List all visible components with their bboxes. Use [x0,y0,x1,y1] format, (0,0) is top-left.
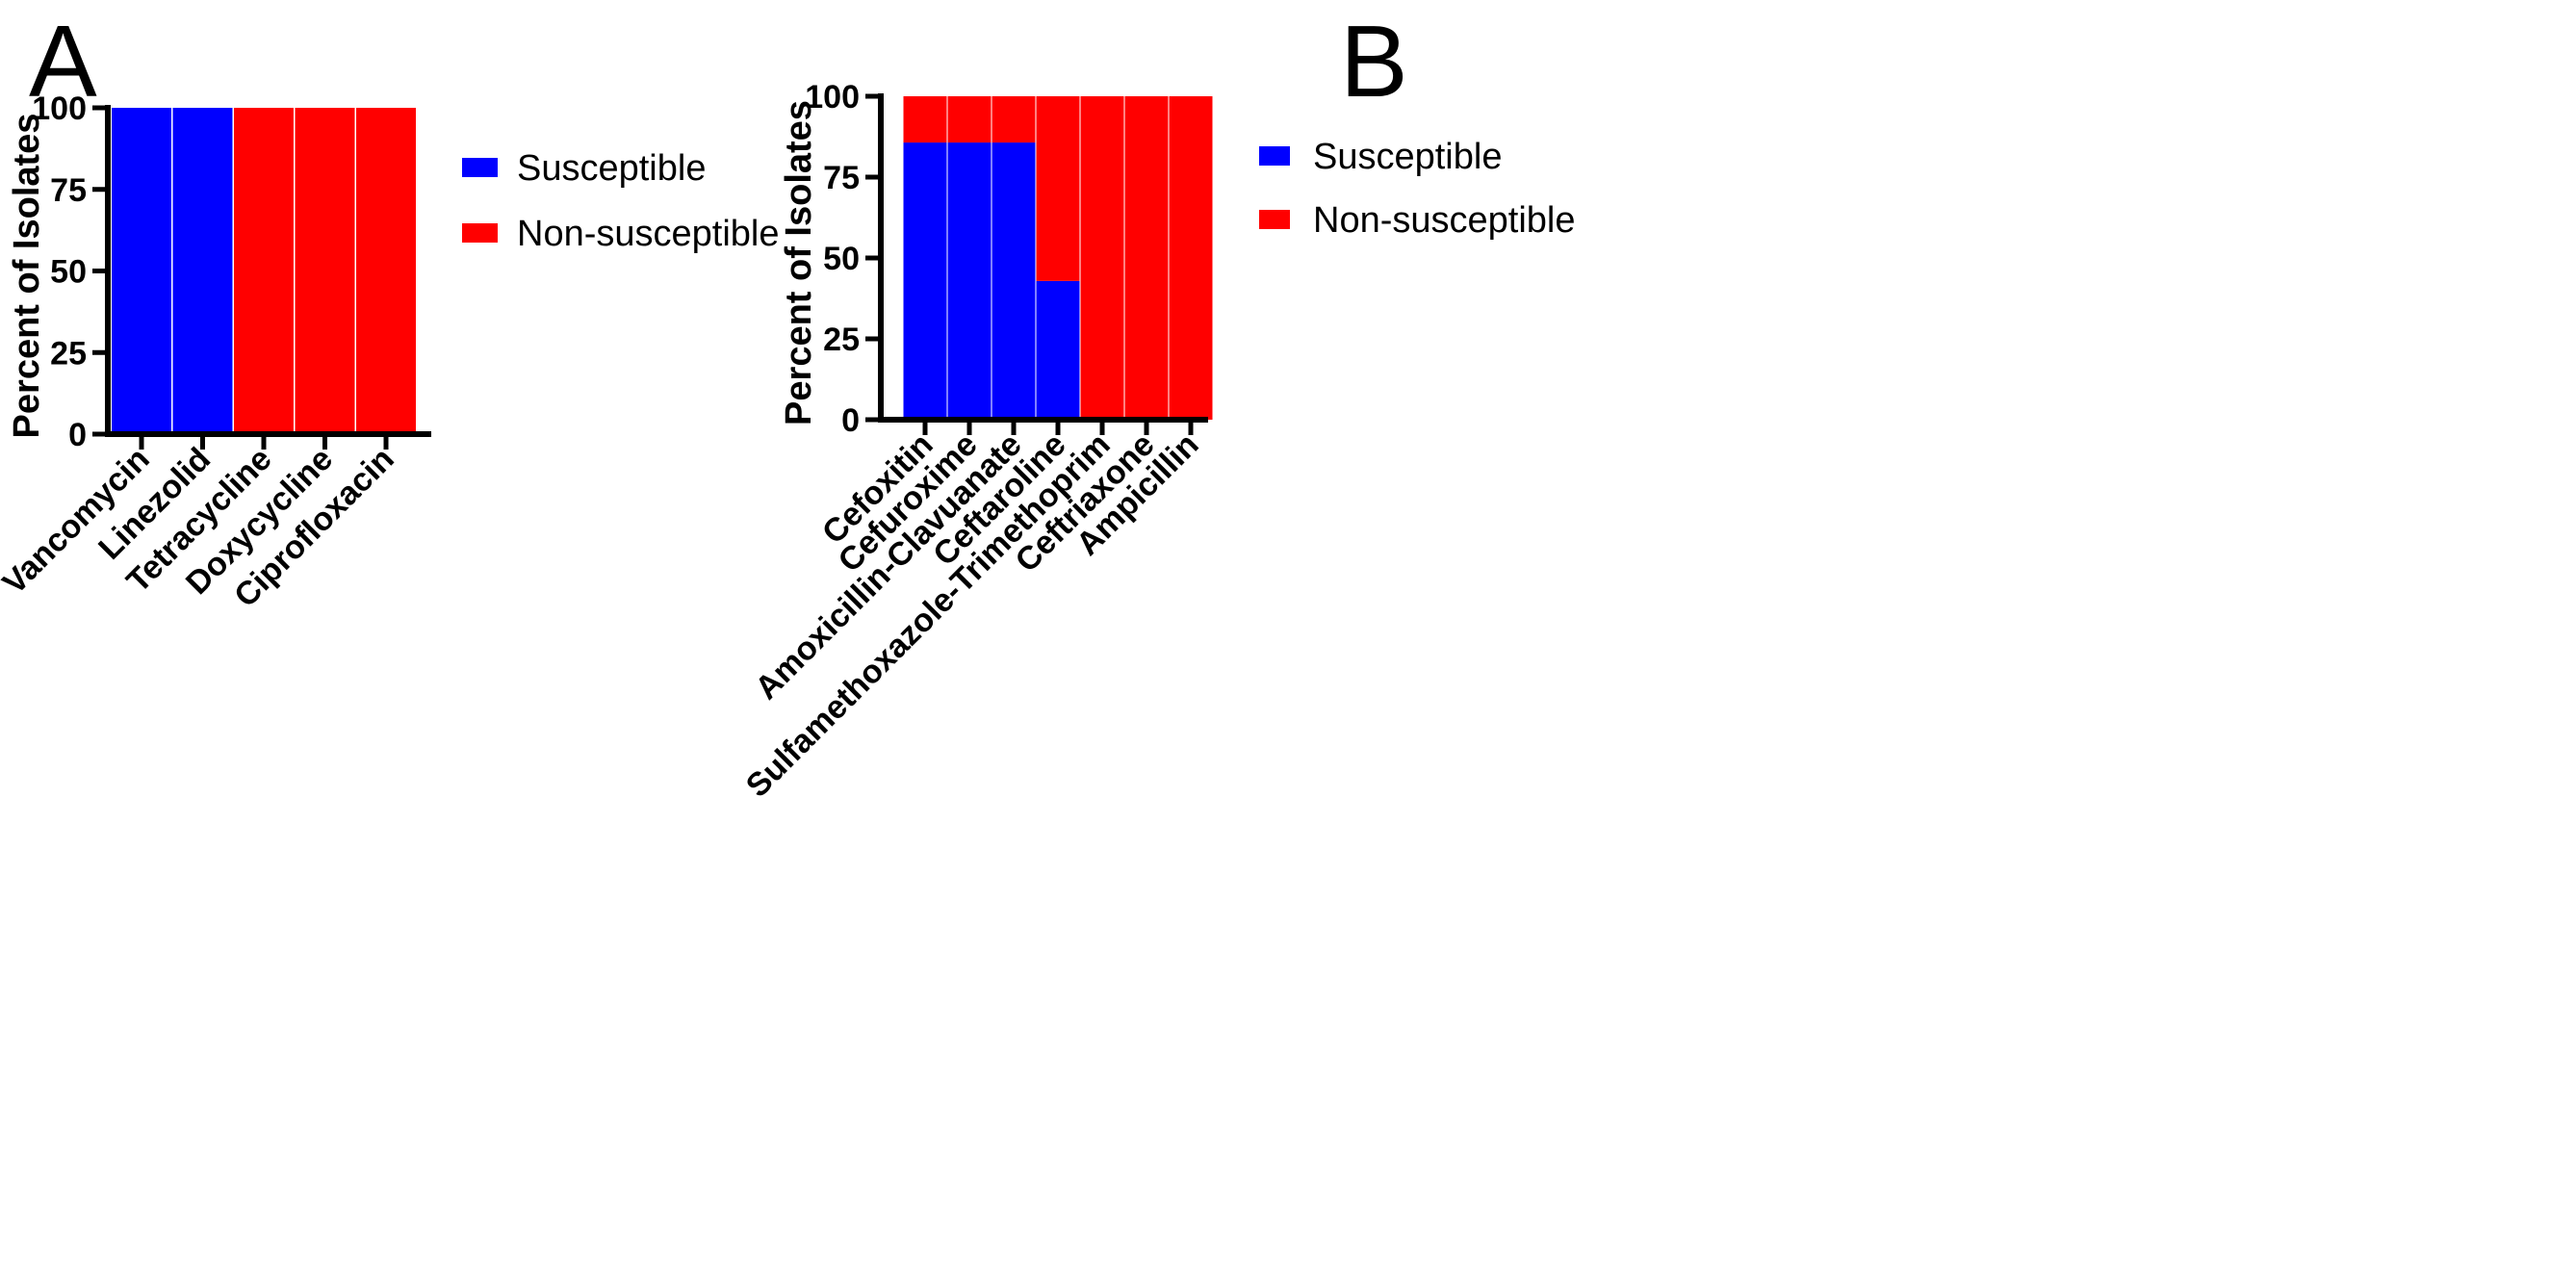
panel-a-letter: A [29,5,97,118]
panel-b-legend-swatch-non-susceptible [1259,210,1290,229]
panel-b-y-axis-title: Percent of Isolates [779,100,819,425]
panel-b-bar-non-susceptible-ampicillin [1169,96,1213,420]
panel-a-bar-susceptible-linezolid [172,108,233,434]
panel-a-axes: 0255075100VancomycinLinezolidTetracyclin… [0,90,431,614]
panel-b-y-tick-label-100: 100 [805,79,860,116]
panel-a-y-tick-label-50: 50 [50,254,87,291]
panel-b-bar-susceptible-ceftaroline [1036,280,1080,420]
panel-b-bar-susceptible-cefoxitin [903,142,947,420]
panel-b-bar-susceptible-cefuroxime [947,142,992,420]
panel-b-bar-non-susceptible-cefoxitin [903,96,947,143]
panel-b-bar-non-susceptible-cefuroxime [947,96,992,143]
panel-a-y-tick-label-0: 0 [68,417,87,453]
panel-a-legend-swatch-non-susceptible [462,223,498,243]
panel-b-bar-non-susceptible-ceftriaxone [1124,96,1169,420]
panel-b-bar-non-susceptible-ceftaroline [1036,96,1080,281]
panel-b-y-tick-label-50: 50 [823,241,860,277]
panel-a-y-tick-label-25: 25 [50,335,87,372]
panel-a-bar-non-susceptible-ciprofloxacin [356,108,416,434]
panel-a-y-tick-label-75: 75 [50,172,87,209]
panel-b-bars [903,96,1213,420]
panel-b-bar-susceptible-amoxicillin-clavuanate [992,142,1036,420]
panel-b-y-tick-label-0: 0 [841,402,860,439]
panel-a-legend: Susceptible Non-susceptible [462,148,779,254]
panel-b-legend: Susceptible Non-susceptible [1259,137,1575,241]
panel-a-legend-label-non-susceptible: Non-susceptible [517,214,779,254]
panel-b-y-tick-label-75: 75 [823,160,860,196]
panel-a-legend-label-susceptible: Susceptible [517,148,706,189]
panel-b-legend-label-susceptible: Susceptible [1313,137,1502,177]
panel-a-y-axis-title: Percent of Isolates [7,114,47,439]
panel-a-legend-swatch-susceptible [462,158,498,177]
panel-b-bar-non-susceptible-amoxicillin-clavuanate [992,96,1036,143]
panel-b-letter: B [1340,5,1408,118]
panel-b: B Percent of Isolates 0255075100Cefoxiti… [739,5,1576,805]
panel-a-y-tick-label-100: 100 [32,90,87,127]
panel-b-bar-non-susceptible-sulfamethoxazole-trimethoprim [1080,96,1124,420]
panel-a-bar-non-susceptible-doxycycline [295,108,355,434]
panel-b-y-tick-label-25: 25 [823,322,860,358]
panel-a: A Percent of Isolates 0255075100Vancomyc… [0,5,779,614]
panel-b-legend-swatch-susceptible [1259,146,1290,166]
panel-a-bar-non-susceptible-tetracycline [234,108,294,434]
panel-a-bars [112,108,416,434]
panel-b-legend-label-non-susceptible: Non-susceptible [1313,200,1575,241]
panel-a-bar-susceptible-vancomycin [112,108,171,434]
